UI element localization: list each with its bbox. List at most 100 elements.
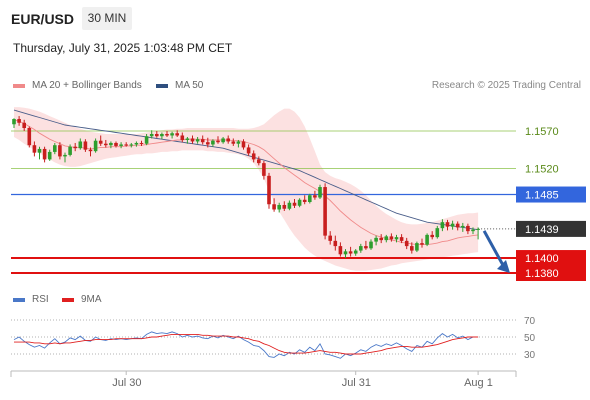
candle-body	[450, 223, 455, 227]
candle	[195, 136, 200, 144]
ma20-line	[13, 119, 479, 246]
candle	[58, 142, 62, 160]
candle	[165, 131, 169, 137]
candle	[466, 223, 470, 235]
candle	[226, 135, 230, 144]
candle-body	[109, 142, 113, 146]
ma50-line	[13, 109, 479, 231]
candle-body	[98, 140, 103, 144]
candle-body	[104, 143, 108, 146]
candle-body	[32, 145, 37, 153]
candle-body	[430, 234, 434, 238]
candle-body	[374, 237, 378, 242]
candle-body	[170, 133, 174, 136]
candle	[308, 193, 312, 204]
candle-body	[297, 199, 302, 206]
candle	[348, 246, 353, 257]
candle-body	[302, 199, 307, 202]
candle-body	[333, 240, 338, 247]
candle	[17, 116, 21, 126]
legend-rsi: RSI	[13, 294, 49, 305]
candle-body	[241, 141, 246, 148]
candle	[369, 239, 373, 250]
candle-body	[88, 149, 93, 152]
candle	[170, 131, 174, 139]
candle	[88, 147, 93, 157]
candle-body	[206, 142, 210, 145]
candle	[155, 131, 159, 138]
candle-body	[231, 141, 236, 144]
level-label-1.1400: 1.1400	[525, 253, 559, 265]
rsi-tick-70: 70	[524, 316, 536, 327]
candle-body	[68, 146, 72, 155]
candle-body	[190, 138, 195, 142]
ma20-swatch	[13, 83, 25, 88]
candle	[22, 119, 26, 131]
candle	[129, 142, 134, 148]
candle-body	[221, 138, 225, 143]
candle-body	[58, 145, 62, 157]
candle-body	[63, 154, 67, 157]
candle-body	[287, 202, 292, 209]
candle-body	[22, 122, 26, 129]
candle-body	[144, 136, 149, 144]
candle-body	[461, 225, 465, 228]
candle-body	[328, 235, 332, 241]
candle-body	[17, 119, 21, 123]
candle	[231, 138, 236, 146]
candle	[241, 139, 246, 150]
candle-body	[445, 222, 450, 227]
candle-body	[216, 140, 220, 143]
candle-body	[175, 133, 179, 136]
candle-body	[155, 133, 159, 137]
candle	[364, 240, 368, 250]
candle-body	[359, 246, 363, 251]
candle	[149, 130, 154, 139]
candle-body	[53, 145, 57, 152]
candle-body	[338, 246, 343, 255]
candle-body	[277, 204, 281, 210]
candle-body	[12, 119, 16, 125]
candle	[338, 242, 343, 257]
candle	[374, 235, 378, 246]
candle	[114, 141, 118, 148]
legend-9ma: 9MA	[62, 294, 102, 305]
candle-body	[364, 246, 368, 249]
candle	[277, 202, 281, 213]
candle	[160, 132, 164, 140]
candle	[389, 233, 394, 242]
candle	[78, 138, 83, 150]
bollinger-band	[14, 107, 479, 271]
candle	[282, 201, 287, 211]
candle-body	[410, 246, 414, 251]
candle	[139, 140, 144, 146]
candle-body	[180, 135, 185, 140]
candle-body	[389, 236, 394, 240]
candle	[175, 130, 179, 137]
timeframe-badge[interactable]: 30 MIN	[82, 7, 132, 30]
candle	[109, 141, 113, 149]
candle	[251, 150, 256, 163]
candle	[471, 227, 475, 235]
x-axis-label: Jul 31	[342, 377, 371, 389]
candle-body	[226, 138, 230, 142]
candle	[185, 136, 190, 144]
candle	[435, 225, 440, 239]
candle	[73, 142, 77, 152]
candle-body	[369, 241, 373, 249]
candle	[206, 137, 210, 148]
candle	[343, 249, 348, 259]
candle	[384, 234, 389, 243]
candle-body	[78, 141, 83, 149]
candle	[27, 126, 32, 148]
candle	[37, 146, 42, 160]
candle	[216, 136, 220, 144]
x-axis-label: Jul 30	[112, 377, 141, 389]
price-tag	[516, 220, 586, 237]
credit-label: Research © 2025 Trading Central	[431, 80, 581, 91]
x-axis-label: Aug 1	[464, 377, 493, 389]
candle-body	[455, 223, 460, 228]
candle	[420, 238, 424, 248]
candle-body	[160, 133, 164, 137]
